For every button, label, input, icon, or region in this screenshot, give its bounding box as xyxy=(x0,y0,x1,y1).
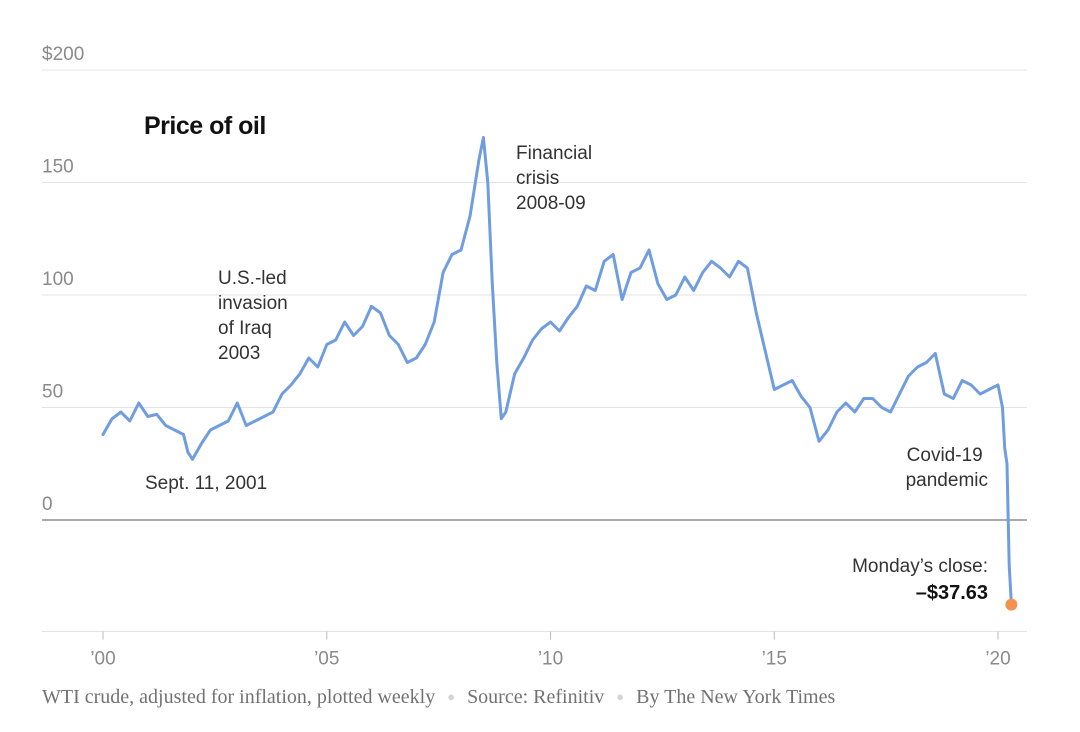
annotation-line: 2003 xyxy=(218,343,260,364)
y-tick-label: $200 xyxy=(42,44,84,65)
x-tick-label: ’05 xyxy=(314,649,339,670)
y-axis-ticks: $200 150 100 50 0 xyxy=(42,44,84,515)
annotation-sept-11: Sept. 11, 2001 xyxy=(145,473,267,494)
oil-price-chart: $200 150 100 50 0 ’00 ’05 ’10 ’15 ’20 Price of o… xyxy=(42,44,1027,670)
y-tick-label: 100 xyxy=(42,269,74,290)
y-tick-label: 50 xyxy=(42,382,63,403)
x-tick-label: ’20 xyxy=(985,649,1010,670)
y-tick-label: 150 xyxy=(42,157,74,178)
annotation-line: invasion xyxy=(218,293,288,314)
separator-dot: ● xyxy=(447,689,456,704)
x-tick-label: ’15 xyxy=(762,649,787,670)
y-tick-label: 0 xyxy=(42,494,53,515)
chart-footer: WTI crude, adjusted for inflation, plott… xyxy=(42,686,835,716)
annotation-iraq-invasion: U.S.-led invasion of Iraq 2003 xyxy=(218,268,293,364)
latest-close-value: –$37.63 xyxy=(916,582,988,604)
footer-credit: By The New York Times xyxy=(636,686,836,708)
annotation-covid: Covid-19 pandemic xyxy=(906,445,988,491)
latest-close-marker xyxy=(1005,598,1018,611)
annotation-line: 2008-09 xyxy=(516,193,586,214)
annotation-monday-close: Monday’s close: xyxy=(852,556,988,577)
annotation-line: Covid-19 xyxy=(907,445,983,466)
separator-dot: ● xyxy=(616,689,625,704)
annotation-financial-crisis: Financial crisis 2008-09 xyxy=(516,143,597,214)
annotation-line: Financial xyxy=(516,143,592,164)
x-tick-label: ’10 xyxy=(538,649,563,670)
gridlines xyxy=(42,69,1027,632)
annotation-line: crisis xyxy=(516,168,559,189)
footer-source: Source: Refinitiv xyxy=(467,686,605,708)
footer-note: WTI crude, adjusted for inflation, plott… xyxy=(42,686,436,708)
x-tick-label: ’00 xyxy=(90,649,115,670)
annotation-line: U.S.-led xyxy=(218,268,287,289)
x-axis-ticks: ’00 ’05 ’10 ’15 ’20 xyxy=(90,631,1011,670)
chart-title: Price of oil xyxy=(144,112,266,140)
oil-price-line xyxy=(101,136,1013,607)
annotation-line: pandemic xyxy=(906,470,988,491)
annotation-line: of Iraq xyxy=(218,318,272,339)
